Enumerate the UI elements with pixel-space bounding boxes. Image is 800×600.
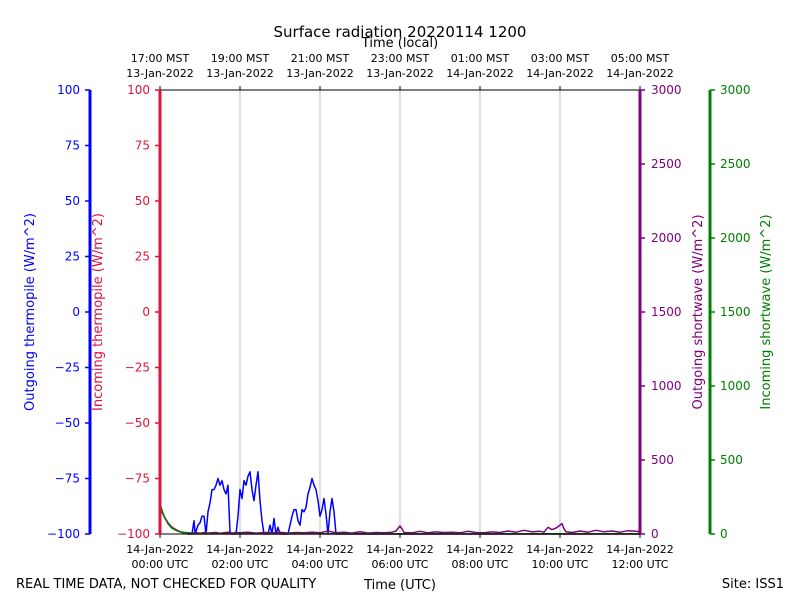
x-tick-label-utc-time: 10:00 UTC bbox=[531, 558, 588, 571]
chart-title: Surface radiation 20220114 1200 bbox=[274, 23, 527, 41]
x-tick-label-local-date: 14-Jan-2022 bbox=[446, 67, 514, 80]
y-tick-label-incoming-shortwave: 0 bbox=[720, 527, 728, 541]
y-tick-label-outgoing-shortwave: 2500 bbox=[651, 157, 682, 171]
x-tick-label-local-time: 05:00 MST bbox=[611, 52, 670, 65]
y-tick-label-outgoing-shortwave: 0 bbox=[651, 527, 659, 541]
x-tick-label-utc-date: 14-Jan-2022 bbox=[206, 543, 274, 556]
y-tick-label-outgoing-thermopile: 50 bbox=[65, 194, 80, 208]
series-line-outgoing-shortwave bbox=[159, 504, 641, 535]
x-tick-label-local-date: 13-Jan-2022 bbox=[206, 67, 274, 80]
y-tick-label-outgoing-thermopile: −75 bbox=[55, 472, 80, 486]
x-tick-label-local-date: 13-Jan-2022 bbox=[366, 67, 434, 80]
x-tick-label-utc-time: 00:00 UTC bbox=[131, 558, 188, 571]
x-tick-label-local-time: 19:00 MST bbox=[211, 52, 270, 65]
y-tick-label-outgoing-shortwave: 1000 bbox=[651, 379, 682, 393]
x-tick-label-utc-time: 12:00 UTC bbox=[611, 558, 668, 571]
y-tick-label-incoming-thermopile: 75 bbox=[135, 139, 150, 153]
y-tick-label-incoming-thermopile: −100 bbox=[117, 527, 150, 541]
y-tick-label-incoming-thermopile: −50 bbox=[125, 416, 150, 430]
x-tick-label-local-time: 03:00 MST bbox=[531, 52, 590, 65]
x-tick-label-utc-date: 14-Jan-2022 bbox=[366, 543, 434, 556]
y-tick-label-outgoing-thermopile: −50 bbox=[55, 416, 80, 430]
x-tick-label-local-date: 13-Jan-2022 bbox=[126, 67, 194, 80]
x-tick-label-utc-date: 14-Jan-2022 bbox=[446, 543, 514, 556]
y-tick-label-incoming-thermopile: 0 bbox=[142, 305, 150, 319]
axis-label-outgoing-thermopile: Outgoing thermopile (W/m^2) bbox=[23, 213, 38, 411]
y-tick-label-incoming-shortwave: 2000 bbox=[720, 231, 751, 245]
x-tick-label-utc-date: 14-Jan-2022 bbox=[606, 543, 674, 556]
y-tick-label-incoming-thermopile: −25 bbox=[125, 361, 150, 375]
y-tick-label-outgoing-shortwave: 500 bbox=[651, 453, 674, 467]
y-tick-label-outgoing-shortwave: 3000 bbox=[651, 83, 682, 97]
y-tick-label-incoming-shortwave: 2500 bbox=[720, 157, 751, 171]
y-tick-label-incoming-shortwave: 3000 bbox=[720, 83, 751, 97]
y-tick-label-incoming-thermopile: 25 bbox=[135, 250, 150, 264]
y-tick-label-outgoing-shortwave: 2000 bbox=[651, 231, 682, 245]
y-tick-label-incoming-thermopile: 100 bbox=[127, 83, 150, 97]
axis-label-incoming-shortwave: Incoming shortwave (W/m^2) bbox=[759, 214, 774, 409]
y-tick-label-incoming-shortwave: 1000 bbox=[720, 379, 751, 393]
axis-labels: Outgoing thermopile (W/m^2) Incoming ther… bbox=[23, 213, 774, 411]
x-axis-label: Time (UTC) bbox=[363, 578, 436, 593]
axes: 14-Jan-2022 00:00 UTC 14-Jan-2022 02:00 UTC… bbox=[47, 52, 751, 571]
x-tick-label-utc-date: 14-Jan-2022 bbox=[526, 543, 594, 556]
x-tick-label-local-date: 13-Jan-2022 bbox=[286, 67, 354, 80]
x-tick-label-local-time: 01:00 MST bbox=[451, 52, 510, 65]
x-tick-label-local-time: 23:00 MST bbox=[371, 52, 430, 65]
y-tick-label-incoming-thermopile: −75 bbox=[125, 472, 150, 486]
x-tick-label-utc-time: 02:00 UTC bbox=[211, 558, 268, 571]
axis-label-outgoing-shortwave: Outgoing shortwave (W/m^2) bbox=[691, 214, 706, 409]
x-tick-label-local-date: 14-Jan-2022 bbox=[526, 67, 594, 80]
x-tick-label-utc-date: 14-Jan-2022 bbox=[126, 543, 194, 556]
x-tick-label-utc-time: 06:00 UTC bbox=[371, 558, 428, 571]
y-tick-label-incoming-shortwave: 1500 bbox=[720, 305, 751, 319]
y-tick-label-outgoing-shortwave: 1500 bbox=[651, 305, 682, 319]
y-tick-label-outgoing-thermopile: 0 bbox=[72, 305, 80, 319]
y-tick-label-outgoing-thermopile: −25 bbox=[55, 361, 80, 375]
top-axis-label: Time (local) bbox=[361, 36, 438, 51]
footer-site: Site: ISS1 bbox=[722, 577, 784, 592]
x-tick-label-local-time: 17:00 MST bbox=[131, 52, 190, 65]
grid-lines bbox=[239, 90, 561, 534]
y-tick-label-incoming-shortwave: 500 bbox=[720, 453, 743, 467]
series-line-outgoing-thermopile bbox=[159, 471, 640, 535]
y-tick-label-incoming-thermopile: 50 bbox=[135, 194, 150, 208]
x-tick-label-local-time: 21:00 MST bbox=[291, 52, 350, 65]
y-tick-label-outgoing-thermopile: 75 bbox=[65, 139, 80, 153]
y-tick-label-outgoing-thermopile: 25 bbox=[65, 250, 80, 264]
x-tick-label-utc-time: 08:00 UTC bbox=[451, 558, 508, 571]
y-tick-label-outgoing-thermopile: 100 bbox=[57, 83, 80, 97]
x-tick-label-utc-date: 14-Jan-2022 bbox=[286, 543, 354, 556]
y-tick-label-outgoing-thermopile: −100 bbox=[47, 527, 80, 541]
axis-label-incoming-thermopile: Incoming thermopile (W/m^2) bbox=[91, 213, 106, 411]
x-tick-label-utc-time: 04:00 UTC bbox=[291, 558, 348, 571]
footer-quality-note: REAL TIME DATA, NOT CHECKED FOR QUALITY bbox=[16, 577, 316, 592]
x-tick-label-local-date: 14-Jan-2022 bbox=[606, 67, 674, 80]
